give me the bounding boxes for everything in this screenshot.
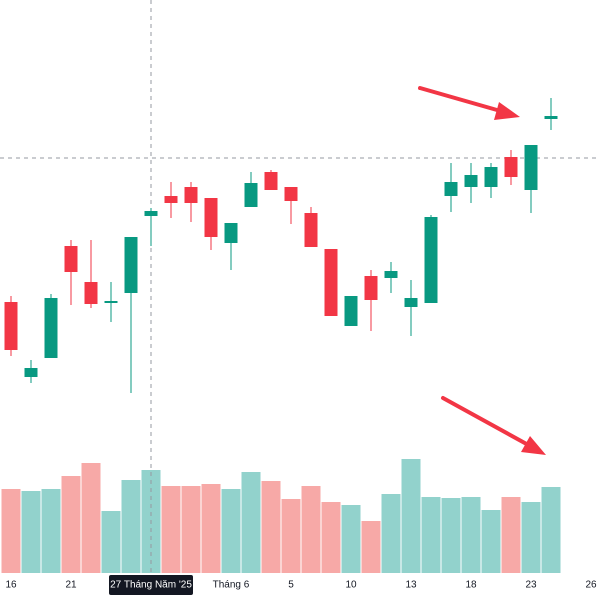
x-axis: 16 21 27 Tháng Năm '25 Tháng 6 5 10 13 18 23 26 (0, 574, 600, 600)
volume-bar (461, 497, 481, 573)
candle-body (104, 301, 118, 303)
candle-body (484, 167, 498, 187)
volume-bar (161, 486, 181, 573)
volume-bar (521, 502, 541, 573)
volume-bar (501, 497, 521, 573)
candle-body (464, 175, 478, 187)
arrow (418, 86, 520, 120)
candle-body (164, 196, 178, 203)
volume-bar (401, 459, 421, 573)
candle-body (4, 302, 18, 350)
volume-bar (361, 521, 381, 573)
candle-body (344, 296, 358, 326)
volume-bar (81, 463, 101, 573)
volume-bar (301, 486, 321, 573)
candle-body (504, 157, 518, 177)
volume-bar (201, 484, 221, 573)
crosshair (0, 0, 600, 573)
candle-body (64, 246, 78, 272)
candle-body (144, 211, 158, 216)
volume-bar (381, 494, 401, 573)
volume-bar (281, 499, 301, 573)
crosshair-label: 27 Tháng Năm '25 (110, 580, 192, 591)
arrow (441, 396, 546, 455)
x-tick-label: 10 (345, 580, 357, 591)
volume-bar (241, 472, 261, 573)
candle-body (244, 183, 258, 207)
x-tick-label: 23 (525, 580, 537, 591)
candle-body (324, 249, 338, 316)
candle-body (424, 217, 438, 303)
volume-bar (221, 489, 241, 573)
volume-bar (1, 489, 21, 573)
candle-body (404, 298, 418, 307)
crosshair-label-bg (109, 575, 193, 595)
volume-pane (1, 459, 561, 573)
candle-body (204, 198, 218, 237)
candle-body (304, 213, 318, 247)
candle-body (544, 116, 558, 119)
x-tick-label: Tháng 6 (213, 580, 250, 591)
volume-bar (101, 511, 121, 573)
candle-body (24, 368, 38, 377)
candle-body (44, 298, 58, 358)
volume-bar (541, 487, 561, 573)
volume-bar (421, 497, 441, 573)
x-tick-label: 21 (65, 580, 77, 591)
volume-bar (481, 510, 501, 573)
candle-body (84, 282, 98, 304)
candle-body (444, 182, 458, 196)
volume-bar (261, 481, 281, 573)
x-tick-label: 26 (585, 580, 597, 591)
candle-body (124, 237, 138, 293)
x-tick-label: 16 (5, 580, 17, 591)
candle-body (264, 172, 278, 190)
candles (4, 98, 558, 393)
volume-bar (61, 476, 81, 573)
volume-bar (181, 486, 201, 573)
axis-background (0, 574, 600, 600)
x-tick-label: 13 (405, 580, 417, 591)
volume-bar (121, 480, 141, 573)
candle-body (364, 276, 378, 300)
x-tick-label: 18 (465, 580, 477, 591)
candle-body (524, 145, 538, 190)
volume-bar (21, 491, 41, 573)
candle-body (224, 223, 238, 243)
volume-bar (441, 498, 461, 573)
candle-body (384, 271, 398, 278)
volume-bar (41, 489, 61, 573)
volume-bar (321, 502, 341, 573)
candle-body (184, 187, 198, 203)
x-tick-label: 5 (288, 580, 294, 591)
candle-body (284, 187, 298, 201)
volume-bar (341, 505, 361, 573)
